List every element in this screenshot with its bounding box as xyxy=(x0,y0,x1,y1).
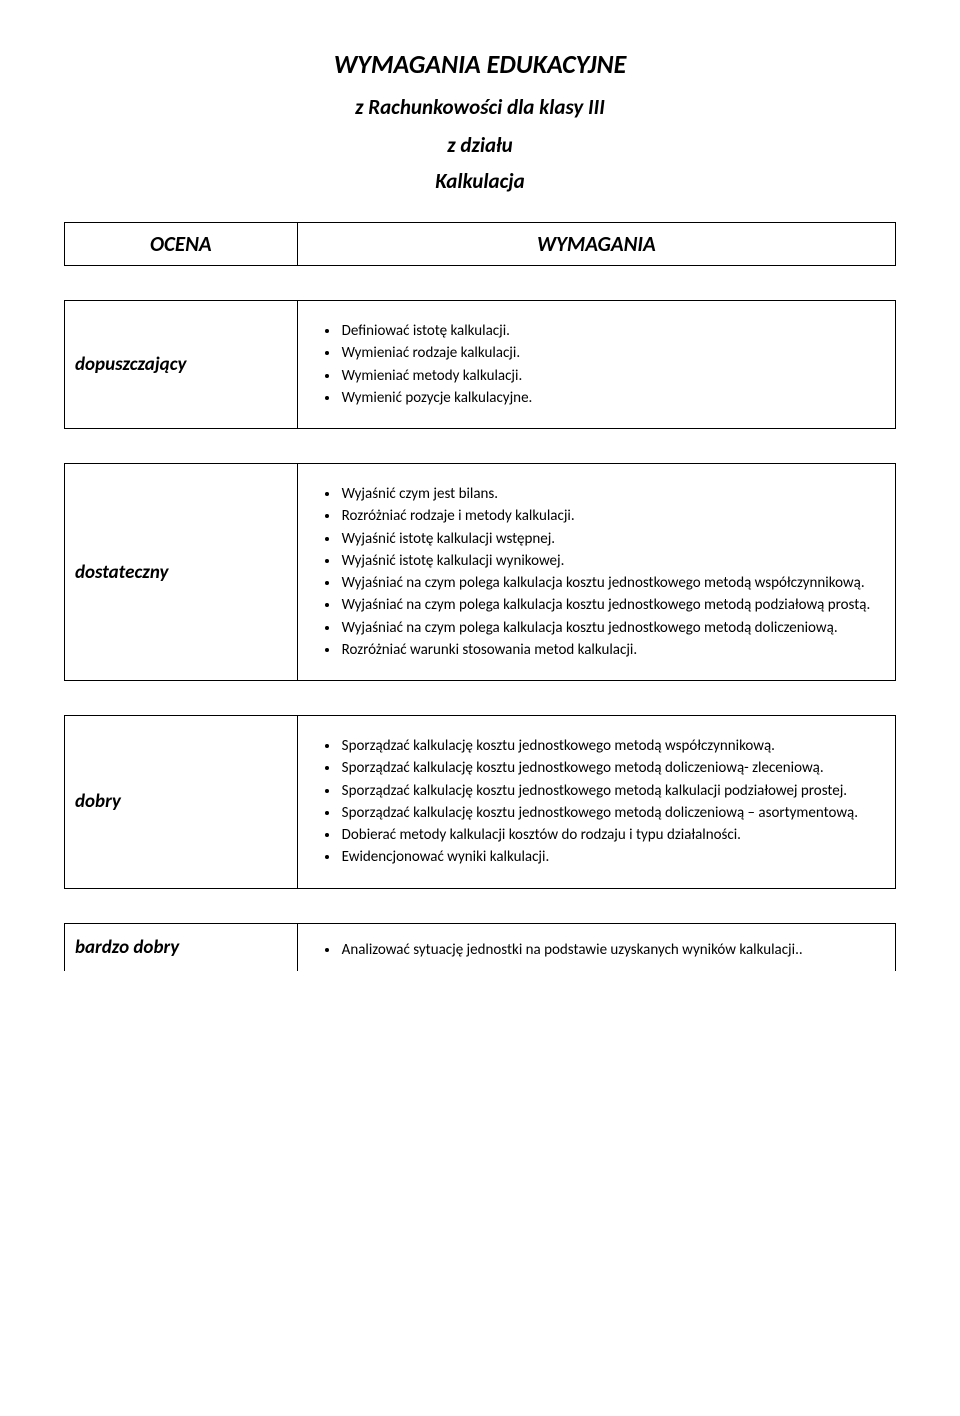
list-item: Rozróżniać warunki stosowania metod kalk… xyxy=(340,640,887,660)
list-item: Wyjaśniać na czym polega kalkulacja kosz… xyxy=(340,618,887,638)
list-item: Wyjaśniać na czym polega kalkulacja kosz… xyxy=(340,573,887,593)
list-item: Sporządzać kalkulację kosztu jednostkowe… xyxy=(340,758,887,778)
grade-block: dobry Sporządzać kalkulację kosztu jedno… xyxy=(64,715,896,889)
list-item: Wyjaśnić istotę kalkulacji wstępnej. xyxy=(340,529,887,549)
requirements-cell: Analizować sytuację jednostki na podstaw… xyxy=(297,923,895,971)
list-item: Wyjaśnić istotę kalkulacji wynikowej. xyxy=(340,551,887,571)
doc-section-name: Kalkulacja xyxy=(64,168,896,194)
list-item: Dobierać metody kalkulacji kosztów do ro… xyxy=(340,825,887,845)
list-item: Wyjaśnić czym jest bilans. xyxy=(340,484,887,504)
grade-block: dostateczny Wyjaśnić czym jest bilans. R… xyxy=(64,463,896,681)
list-item: Sporządzać kalkulację kosztu jednostkowe… xyxy=(340,803,887,823)
list-item: Analizować sytuację jednostki na podstaw… xyxy=(340,940,887,960)
list-item: Wymieniać metody kalkulacji. xyxy=(340,366,887,386)
list-item: Sporządzać kalkulację kosztu jednostkowe… xyxy=(340,736,887,756)
requirements-list: Analizować sytuację jednostki na podstaw… xyxy=(298,940,887,960)
requirements-cell: Wyjaśnić czym jest bilans. Rozróżniać ro… xyxy=(297,464,895,681)
table-row: dobry Sporządzać kalkulację kosztu jedno… xyxy=(65,716,896,889)
grade-label: dobry xyxy=(65,716,298,889)
requirements-cell: Definiować istotę kalkulacji. Wymieniać … xyxy=(297,301,895,429)
grade-block: dopuszczający Definiować istotę kalkulac… xyxy=(64,300,896,429)
list-item: Wymienić pozycje kalkulacyjne. xyxy=(340,388,887,408)
doc-from-label: z działu xyxy=(64,132,896,158)
column-header-requirements: WYMAGANIA xyxy=(297,223,895,266)
list-item: Wyjaśniać na czym polega kalkulacja kosz… xyxy=(340,595,887,615)
requirements-cell: Sporządzać kalkulację kosztu jednostkowe… xyxy=(297,716,895,889)
requirements-list: Sporządzać kalkulację kosztu jednostkowe… xyxy=(298,736,887,868)
list-item: Ewidencjonować wyniki kalkulacji. xyxy=(340,847,887,867)
grade-label: dopuszczający xyxy=(65,301,298,429)
grade-label: bardzo dobry xyxy=(65,923,298,971)
list-item: Wymieniać rodzaje kalkulacji. xyxy=(340,343,887,363)
requirements-list: Wyjaśnić czym jest bilans. Rozróżniać ro… xyxy=(298,484,887,660)
doc-subtitle: z Rachunkowości dla klasy III xyxy=(64,94,896,120)
grade-label: dostateczny xyxy=(65,464,298,681)
table-row: dopuszczający Definiować istotę kalkulac… xyxy=(65,301,896,429)
list-item: Rozróżniać rodzaje i metody kalkulacji. xyxy=(340,506,887,526)
list-item: Sporządzać kalkulację kosztu jednostkowe… xyxy=(340,781,887,801)
doc-title: WYMAGANIA EDUKACYJNE xyxy=(64,48,896,80)
table-row: dostateczny Wyjaśnić czym jest bilans. R… xyxy=(65,464,896,681)
header-row-table: OCENA WYMAGANIA xyxy=(64,222,896,266)
list-item: Definiować istotę kalkulacji. xyxy=(340,321,887,341)
table-row: bardzo dobry Analizować sytuację jednost… xyxy=(65,923,896,971)
column-header-grade: OCENA xyxy=(65,223,298,266)
grade-block-partial: bardzo dobry Analizować sytuację jednost… xyxy=(64,923,896,971)
table-header-row: OCENA WYMAGANIA xyxy=(65,223,896,266)
requirements-list: Definiować istotę kalkulacji. Wymieniać … xyxy=(298,321,887,408)
